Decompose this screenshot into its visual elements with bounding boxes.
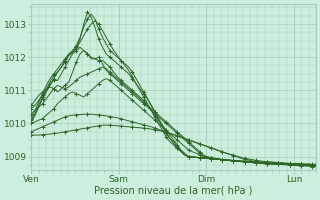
X-axis label: Pression niveau de la mer( hPa ): Pression niveau de la mer( hPa ) xyxy=(94,186,253,196)
